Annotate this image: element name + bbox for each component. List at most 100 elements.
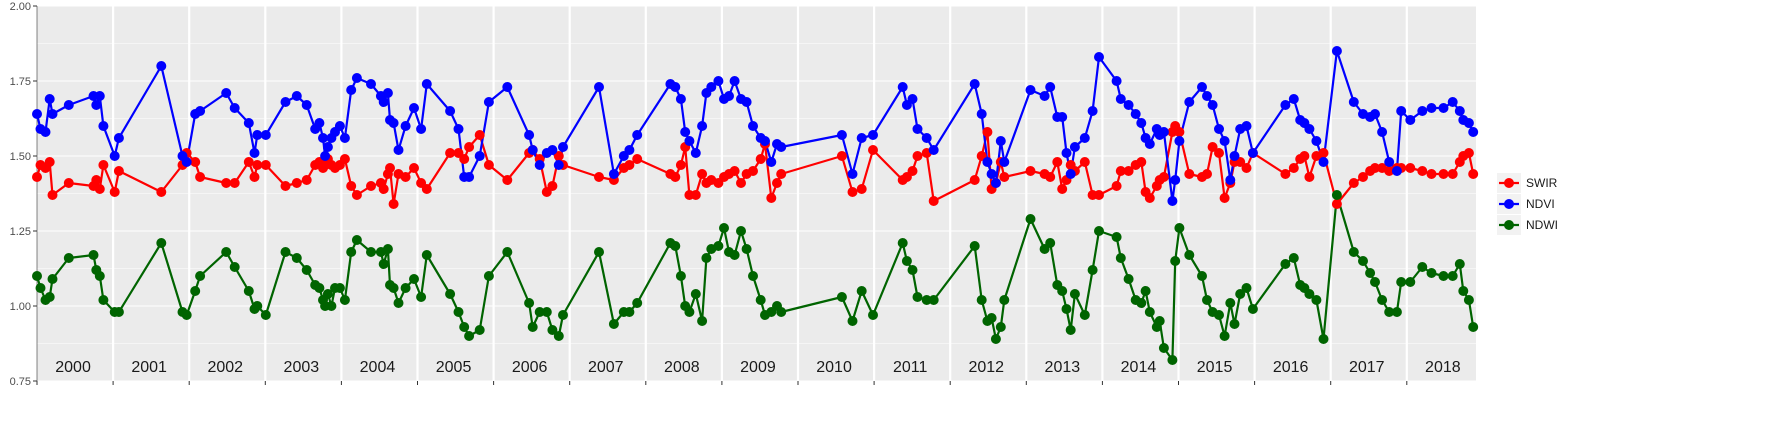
ndwi-point xyxy=(856,286,867,296)
ndwi-point xyxy=(928,295,939,305)
ndwi-point xyxy=(1170,256,1181,266)
ndwi-point xyxy=(181,310,192,320)
ndwi-point xyxy=(713,241,724,251)
ndwi-point xyxy=(421,250,432,260)
ndvi-point xyxy=(195,106,206,116)
swir-point xyxy=(421,184,432,194)
ndwi-point xyxy=(393,298,404,308)
ndvi-point xyxy=(594,82,604,92)
swir-point xyxy=(502,175,513,185)
swir-point xyxy=(339,154,350,164)
ndwi-point xyxy=(453,307,464,317)
ndwi-point xyxy=(195,271,206,281)
ndvi-point xyxy=(1214,124,1224,134)
ndwi-point xyxy=(1158,343,1169,353)
ndwi-point xyxy=(260,310,271,320)
ndwi-point xyxy=(400,283,411,293)
ndwi-point xyxy=(190,286,201,296)
ndwi-point xyxy=(558,310,568,320)
ndvi-point xyxy=(483,97,494,107)
ndvi-point xyxy=(339,133,350,143)
ndvi-point xyxy=(1039,91,1050,101)
facet-label: 2003 xyxy=(284,359,320,376)
facet-label: 2008 xyxy=(664,359,700,376)
ndvi-point xyxy=(1061,148,1072,158)
ndwi-point xyxy=(729,250,740,260)
ndvi-point xyxy=(416,124,427,134)
ndvi-point xyxy=(680,127,691,137)
ndwi-point xyxy=(1318,334,1329,344)
ndwi-point xyxy=(339,295,350,305)
legend: SWIR NDVI NDWI xyxy=(1497,173,1558,235)
ndvi-point xyxy=(252,130,263,140)
ndwi-point xyxy=(1384,307,1395,317)
swir-point xyxy=(1202,169,1212,179)
ndvi-point xyxy=(558,142,568,152)
swir-point xyxy=(1370,163,1380,173)
ndvi-point xyxy=(1069,142,1080,152)
ndwi-point xyxy=(1069,289,1080,299)
ndwi-point xyxy=(907,265,918,275)
swir-point xyxy=(1405,163,1416,173)
ndwi-point xyxy=(1391,307,1402,317)
ndwi-point xyxy=(969,241,980,251)
swir-point xyxy=(1280,169,1291,179)
ndwi-point xyxy=(382,244,393,254)
ndwi-point xyxy=(1197,271,1207,281)
ndwi-point xyxy=(897,238,908,248)
ndvi-point xyxy=(1158,127,1169,137)
ndwi-point xyxy=(229,262,240,272)
ndvi-point xyxy=(1288,94,1299,104)
legend-label-ndwi: NDWI xyxy=(1526,218,1558,232)
ndvi-point xyxy=(291,91,302,101)
ndvi-point xyxy=(221,88,232,98)
swir-point xyxy=(547,181,558,191)
swir-point xyxy=(912,151,923,161)
ndwi-point xyxy=(459,322,470,332)
swir-point xyxy=(697,169,708,179)
ndvi-point xyxy=(547,145,558,155)
ndvi-point xyxy=(1167,196,1178,206)
ndwi-point xyxy=(1045,238,1056,248)
facet-label: 2002 xyxy=(207,359,243,376)
ndwi-point xyxy=(684,307,695,317)
ndwi-point xyxy=(547,325,558,335)
ndwi-point xyxy=(1417,262,1428,272)
ndvi-point xyxy=(378,97,389,107)
ndvi-point xyxy=(40,127,51,137)
ndwi-point xyxy=(1219,331,1230,341)
facet-label: 2000 xyxy=(55,359,91,376)
facet-label: 2011 xyxy=(893,359,928,376)
swir-point xyxy=(1158,172,1169,182)
swir-point xyxy=(1057,184,1068,194)
ndvi-point xyxy=(322,142,333,152)
ndvi-point xyxy=(109,151,120,161)
ndvi-point xyxy=(748,121,758,131)
swir-point xyxy=(1207,142,1218,152)
ndwi-point xyxy=(741,244,752,254)
swir-point xyxy=(400,172,411,182)
ndvi-point xyxy=(113,133,124,143)
ndvi-point xyxy=(912,124,923,134)
swir-point xyxy=(755,154,766,164)
swir-point xyxy=(1299,151,1310,161)
swir-point xyxy=(44,157,55,167)
ndwi-point xyxy=(553,331,564,341)
ndwi-point xyxy=(527,322,538,332)
ndwi-point xyxy=(624,307,635,317)
ndvi-point xyxy=(1025,85,1036,95)
ndvi-point xyxy=(1045,82,1056,92)
y-tick-label: 1.25 xyxy=(10,226,31,238)
ndwi-point xyxy=(1438,271,1449,281)
y-tick-label: 0.75 xyxy=(10,376,31,388)
ndwi-point xyxy=(113,307,124,317)
swir-point xyxy=(291,178,302,188)
swir-point xyxy=(594,172,604,182)
ndwi-point xyxy=(701,253,712,263)
ndvi-point xyxy=(474,151,485,161)
ndvi-point xyxy=(1417,106,1428,116)
ndvi-point xyxy=(729,76,740,86)
ndwi-point xyxy=(1377,295,1388,305)
ndwi-point xyxy=(1280,259,1291,269)
ndwi-point xyxy=(912,292,923,302)
